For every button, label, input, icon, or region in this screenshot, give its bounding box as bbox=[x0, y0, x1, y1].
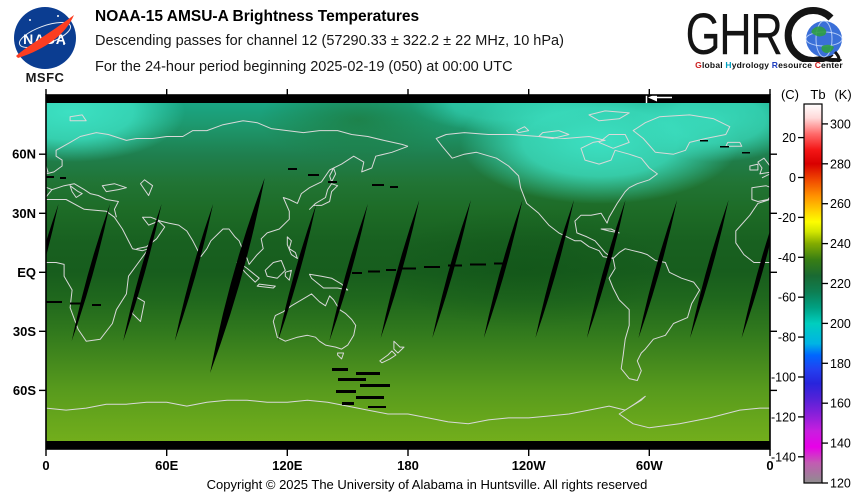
colorbar-ticks bbox=[798, 123, 828, 484]
ghrc-tagline-word: lobal bbox=[701, 60, 726, 70]
colorbar-c-tick-label: -20 bbox=[778, 211, 796, 225]
colorbar-label-tb: Tb bbox=[810, 87, 825, 102]
lon-tick-label: 120W bbox=[512, 458, 547, 473]
colorbar-c-tick-label: -60 bbox=[778, 291, 796, 305]
page-subtitle-channel: Descending passes for channel 12 (57290.… bbox=[95, 33, 564, 49]
scan-direction-arrow-icon bbox=[645, 95, 672, 103]
star-icon bbox=[29, 19, 31, 21]
colorbar-c-tick-label: -40 bbox=[778, 251, 796, 265]
nasa-swoosh-icon bbox=[16, 15, 74, 58]
ghrc-tagline-initial: G bbox=[695, 60, 702, 70]
map-plot bbox=[46, 95, 770, 449]
data-gap-dashes bbox=[46, 140, 750, 408]
star-icon bbox=[57, 15, 59, 17]
data-gap-swaths bbox=[46, 178, 770, 373]
globe-icon bbox=[805, 20, 843, 62]
lon-tick-label: 180 bbox=[397, 458, 419, 473]
lat-tick-label: 30N bbox=[12, 206, 36, 221]
ghrc-tagline-initial: H bbox=[725, 60, 732, 70]
colorbar-c-tick-label: -100 bbox=[771, 371, 796, 385]
lon-tick-label: 0 bbox=[766, 458, 773, 473]
lon-tick-label: 120E bbox=[272, 458, 303, 473]
lat-tick-label: 30S bbox=[13, 324, 36, 339]
lon-tick-label: 60W bbox=[636, 458, 663, 473]
ghrc-tagline-word: ydrology bbox=[731, 60, 772, 70]
colorbar-c-tick-label: 0 bbox=[789, 171, 796, 185]
globe-base-icon bbox=[824, 58, 842, 62]
colorbar-k-tick-label: 200 bbox=[830, 317, 851, 331]
nasa-msfc-logo: NASA MSFC bbox=[14, 7, 76, 85]
ghrc-wordmark-ghr: GHR bbox=[686, 3, 782, 62]
ghrc-tagline: Global Hydrology Resource Center bbox=[684, 60, 854, 70]
colorbar-c-tick-label: -80 bbox=[778, 331, 796, 345]
copyright-line: Copyright © 2025 The University of Alaba… bbox=[206, 477, 648, 492]
colorbar-k-tick-label: 280 bbox=[830, 157, 851, 171]
colorbar-k-tick-label: 180 bbox=[830, 357, 851, 371]
ghrc-tagline-initial: C bbox=[814, 60, 822, 70]
colorbar-k-tick-label: 120 bbox=[830, 477, 851, 491]
colorbar-c-tick-label: 20 bbox=[782, 131, 796, 145]
colorbar bbox=[803, 103, 823, 484]
colorbar-k-tick-label: 260 bbox=[830, 197, 851, 211]
ghrc-logo: GHR bbox=[686, 3, 843, 62]
colorbar-unit-k: (K) bbox=[834, 87, 851, 102]
axis-ticks bbox=[39, 89, 777, 456]
colorbar-k-tick-label: 220 bbox=[830, 277, 851, 291]
lon-tick-label: 60E bbox=[155, 458, 178, 473]
lat-tick-label: 60S bbox=[13, 383, 36, 398]
colorbar-k-tick-label: 300 bbox=[830, 117, 851, 131]
lon-tick-label: 0 bbox=[42, 458, 49, 473]
page-title: NOAA-15 AMSU-A Brightness Temperatures bbox=[95, 8, 420, 25]
colorbar-k-tick-label: 240 bbox=[830, 237, 851, 251]
star-icon bbox=[63, 43, 65, 45]
colorbar-k-tick-label: 140 bbox=[830, 437, 851, 451]
colorbar-c-tick-label: -120 bbox=[771, 410, 796, 424]
no-data-band-bottom bbox=[46, 441, 770, 449]
lat-tick-label: EQ bbox=[17, 265, 36, 280]
no-data-band-top bbox=[46, 95, 770, 103]
lat-tick-label: 60N bbox=[12, 147, 36, 162]
colorbar-k-tick-label: 160 bbox=[830, 397, 851, 411]
colorbar-c-tick-label: -140 bbox=[771, 450, 796, 464]
coastlines bbox=[46, 110, 770, 429]
page-subtitle-period: For the 24-hour period beginning 2025-02… bbox=[95, 59, 513, 75]
ghrc-c-glyph bbox=[784, 7, 834, 62]
ghrc-tagline-word: esource bbox=[778, 60, 815, 70]
ghrc-tagline-word: enter bbox=[821, 60, 843, 70]
ghrc-tagline-initial: R bbox=[771, 60, 779, 70]
colorbar-unit-c: (C) bbox=[781, 87, 799, 102]
nasa-center-label: MSFC bbox=[26, 70, 65, 85]
globe-stand-icon bbox=[833, 50, 841, 62]
